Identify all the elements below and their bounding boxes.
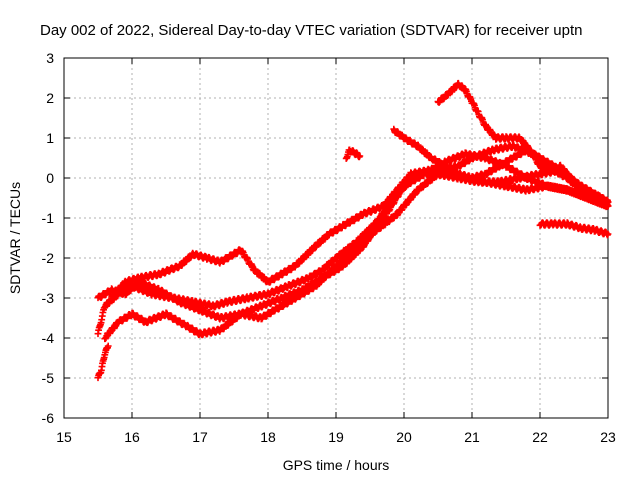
x-tick-label: 22	[532, 429, 548, 445]
x-tick-label: 18	[260, 429, 276, 445]
x-tick-label: 20	[396, 429, 412, 445]
plus-markers	[342, 146, 364, 162]
y-tick-label: 1	[46, 130, 54, 146]
series-track-9	[94, 342, 112, 382]
series-track-8	[342, 146, 364, 162]
y-tick-label: -6	[42, 410, 55, 426]
plus-markers	[94, 141, 612, 338]
chart-title: Day 002 of 2022, Sidereal Day-to-day VTE…	[40, 22, 582, 39]
x-tick-label: 17	[192, 429, 208, 445]
plus-markers	[434, 79, 612, 206]
x-tick-label: 21	[464, 429, 480, 445]
x-tick-label: 19	[328, 429, 344, 445]
x-axis-label: GPS time / hours	[283, 457, 390, 473]
y-tick-label: -3	[42, 290, 55, 306]
y-tick-label: 3	[46, 50, 54, 66]
data-series	[94, 79, 612, 382]
y-tick-label: -2	[42, 250, 55, 266]
y-tick-label: -5	[42, 370, 55, 386]
grid-lines	[64, 58, 608, 418]
y-tick-label: -4	[42, 330, 55, 346]
series-track-1	[94, 141, 612, 338]
y-tick-label: -1	[42, 210, 55, 226]
plus-markers	[536, 219, 612, 239]
series-track-7	[536, 219, 612, 239]
x-tick-label: 16	[124, 429, 140, 445]
y-tick-label: 2	[46, 90, 54, 106]
plus-markers	[94, 342, 112, 382]
y-axis-label: SDTVAR / TECUs	[7, 182, 23, 294]
x-tick-label: 15	[56, 429, 72, 445]
y-tick-label: 0	[46, 170, 54, 186]
series-track-6	[434, 79, 612, 206]
x-tick-label: 23	[600, 429, 616, 445]
